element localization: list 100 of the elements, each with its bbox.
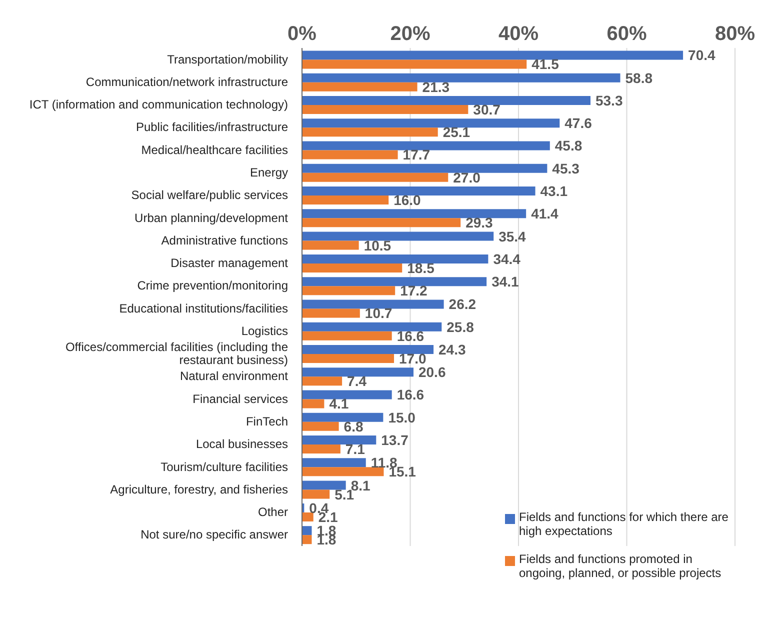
data-label: 58.8 (625, 70, 653, 86)
data-label: 6.8 (344, 418, 364, 434)
y-tick-label: Other (258, 505, 288, 520)
bar (302, 254, 488, 264)
data-label: 16.6 (396, 386, 424, 403)
data-label: 27.0 (453, 169, 481, 186)
y-tick-label: Agriculture, forestry, and fisheries (110, 482, 288, 496)
y-tick-label: Offices/commercial facilities (including the restaurant business) (65, 340, 288, 368)
bar (302, 218, 461, 228)
data-label: 20.6 (418, 364, 446, 380)
bar (302, 277, 487, 286)
bar (302, 104, 468, 114)
bar (302, 512, 314, 522)
bar (302, 60, 527, 69)
data-label: 70.4 (688, 47, 716, 64)
data-label: 34.4 (493, 250, 521, 267)
bar (302, 490, 330, 499)
bar (302, 368, 414, 377)
y-tick-label: Public facilities/infrastructure (136, 120, 288, 134)
bar (302, 535, 312, 544)
bar (302, 308, 360, 318)
data-label: 41.4 (531, 206, 559, 222)
data-label: 7.4 (347, 373, 367, 390)
y-tick-label: Urban planning/development (134, 210, 289, 225)
data-label: 4.1 (329, 396, 349, 412)
bar (302, 422, 339, 431)
bar (302, 467, 384, 476)
legend-label: Fields and functions for which there are high expectations (519, 510, 730, 538)
data-label: 34.1 (492, 274, 520, 290)
data-label: 43.1 (540, 183, 568, 200)
bar (302, 300, 444, 309)
y-tick-label: Not sure/no specific answer (140, 528, 288, 542)
legend-label: Fields and functions promoted in ongoing, planned, or possible projects (519, 552, 722, 580)
bar (302, 458, 366, 468)
data-label: 53.3 (595, 92, 623, 108)
data-label: 29.3 (466, 214, 494, 231)
data-label: 13.7 (381, 432, 409, 448)
data-label: 18.5 (407, 260, 435, 276)
bar (302, 141, 550, 150)
bar (302, 354, 394, 363)
bar (302, 240, 359, 250)
data-label: 30.7 (473, 101, 501, 118)
y-tick-label: Medical/healthcare facilities (141, 142, 288, 157)
y-tick-label: Financial services (192, 392, 288, 406)
bar (302, 128, 438, 137)
y-tick-label: Natural environment (180, 369, 289, 384)
x-tick-label: 60% (606, 23, 647, 45)
bar (302, 480, 346, 490)
data-label: 10.5 (364, 237, 392, 254)
y-tick-label: Energy (250, 166, 288, 180)
bar (302, 50, 684, 60)
x-tick-label: 0% (288, 23, 317, 45)
y-tick-label: ICT (information and communication technology) (29, 98, 288, 112)
data-label: 16.0 (394, 192, 422, 208)
data-label: 16.6 (396, 328, 424, 344)
y-tick-label: Communication/network infrastructure (86, 74, 288, 89)
data-label: 7.1 (345, 441, 366, 458)
y-tick-label: Administrative functions (161, 233, 288, 248)
data-label: 25.8 (446, 318, 474, 335)
bar (302, 73, 620, 82)
bar (302, 82, 418, 92)
data-label: 41.5 (532, 56, 560, 72)
y-tick-label: Transportation/mobility (167, 52, 288, 66)
data-label: 45.8 (554, 138, 582, 154)
bar (302, 96, 590, 105)
bar (302, 526, 312, 536)
bar (302, 322, 442, 332)
x-tick-label: 20% (390, 23, 430, 45)
data-label: 17.2 (400, 282, 428, 299)
y-tick-label: Educational institutions/facilities (119, 301, 288, 316)
bar (302, 344, 434, 354)
y-tick-label: Social welfare/public services (131, 188, 288, 202)
bar (302, 172, 448, 182)
bar (302, 390, 392, 400)
bar (302, 164, 548, 173)
data-label: 8.1 (350, 477, 371, 494)
x-tick-label: 40% (498, 23, 539, 45)
y-tick-label: Disaster management (170, 256, 289, 270)
data-label: 45.3 (552, 160, 580, 176)
bar (302, 436, 376, 445)
bar (302, 209, 526, 218)
x-tick-label: 80% (714, 23, 756, 45)
data-label: 15.0 (388, 409, 416, 426)
y-tick-label: Local businesses (196, 437, 288, 452)
y-tick-label: Tourism/culture facilities (160, 460, 288, 474)
bar (302, 399, 324, 408)
y-tick-label: Logistics (241, 324, 288, 338)
data-label: 21.3 (422, 78, 450, 95)
bar (302, 376, 342, 386)
data-label: 26.2 (448, 296, 476, 312)
bar (302, 412, 384, 422)
bar (302, 444, 340, 454)
bar (302, 186, 536, 196)
data-label: 25.1 (442, 124, 470, 140)
data-label: 47.6 (564, 115, 592, 132)
data-label: 35.4 (498, 228, 526, 244)
bar (302, 232, 494, 241)
bar (302, 263, 402, 272)
bar (302, 286, 396, 296)
data-label: 17.0 (399, 350, 426, 366)
